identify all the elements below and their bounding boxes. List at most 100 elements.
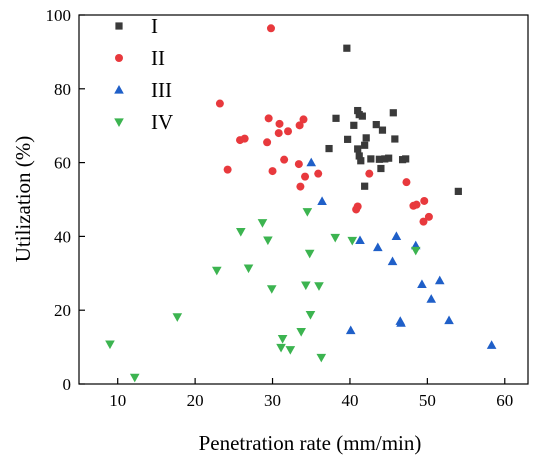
data-point	[305, 311, 316, 320]
data-point	[381, 155, 389, 163]
x-tick-label: 30	[264, 391, 281, 410]
data-point	[355, 152, 363, 160]
data-point	[268, 167, 277, 176]
x-tick-label: 60	[496, 391, 513, 410]
y-tick-label: 20	[54, 301, 71, 320]
data-point	[301, 281, 311, 291]
data-point	[410, 246, 421, 256]
data-point	[355, 235, 365, 245]
series-I	[325, 44, 462, 195]
data-point	[105, 340, 115, 350]
data-point	[263, 138, 272, 147]
legend-marker	[115, 54, 123, 62]
x-tick-label: 40	[341, 391, 358, 410]
data-point	[385, 154, 393, 162]
series-II	[215, 24, 433, 226]
data-point	[302, 208, 313, 217]
legend-marker	[114, 85, 124, 94]
data-point	[353, 202, 362, 211]
y-tick-label: 0	[63, 375, 72, 394]
x-axis: 10 20 30 40 50 60	[109, 378, 513, 410]
x-tick-label: 10	[109, 391, 126, 410]
data-point	[396, 318, 406, 327]
data-point	[454, 187, 462, 195]
data-point	[434, 275, 445, 285]
data-point	[365, 169, 374, 178]
legend-label: IV	[151, 110, 173, 134]
data-point	[299, 115, 308, 124]
data-point	[274, 129, 283, 138]
y-tick-label: 100	[46, 6, 72, 25]
data-point	[362, 134, 370, 142]
data-point	[266, 24, 275, 33]
data-point	[280, 155, 289, 164]
data-point	[330, 233, 341, 243]
data-point	[486, 340, 497, 349]
series-III	[306, 157, 497, 349]
data-point	[211, 266, 222, 276]
data-point	[358, 112, 366, 120]
data-point	[304, 249, 315, 259]
data-point	[223, 165, 232, 174]
data-point	[296, 328, 306, 337]
data-point	[417, 279, 427, 288]
data-point	[361, 141, 369, 149]
y-tick-label: 80	[54, 80, 71, 99]
data-point	[266, 285, 277, 294]
data-point	[314, 282, 324, 291]
legend-label: I	[151, 14, 158, 38]
data-point	[357, 157, 365, 165]
data-point	[235, 228, 246, 237]
data-point	[317, 196, 327, 205]
plot-frame	[78, 14, 529, 385]
data-point	[377, 164, 385, 173]
data-point	[419, 217, 428, 226]
data-point	[325, 144, 333, 153]
data-point	[172, 313, 183, 322]
data-point	[375, 155, 383, 163]
data-point	[285, 346, 296, 355]
data-point	[264, 114, 273, 123]
data-point	[240, 134, 249, 143]
data-point	[391, 231, 402, 240]
data-point	[389, 109, 397, 117]
data-point	[275, 119, 284, 128]
series-IV	[105, 208, 421, 383]
data-point	[412, 200, 421, 209]
data-points	[105, 24, 497, 383]
x-tick-label: 50	[419, 391, 436, 410]
data-point	[354, 145, 362, 153]
plot-border	[78, 14, 529, 385]
data-point	[372, 120, 380, 129]
data-point	[420, 196, 429, 205]
data-point	[344, 135, 352, 143]
y-tick-label: 40	[54, 227, 71, 246]
data-point	[284, 127, 293, 136]
data-point	[378, 126, 387, 134]
data-point	[257, 219, 268, 228]
data-point	[277, 335, 288, 344]
data-point	[367, 155, 375, 163]
data-point	[301, 172, 310, 181]
data-point	[424, 212, 433, 221]
data-point	[345, 325, 356, 335]
data-point	[402, 155, 410, 163]
data-point	[243, 264, 254, 274]
data-point	[426, 294, 437, 303]
y-axis: 0 20 40 60 80 100	[46, 6, 85, 394]
data-point	[350, 121, 358, 129]
data-point	[306, 157, 317, 167]
data-point	[387, 256, 398, 266]
data-point	[347, 236, 358, 246]
legend-label: II	[151, 46, 165, 70]
data-point	[444, 315, 454, 325]
data-point	[276, 343, 286, 353]
data-point	[343, 44, 351, 52]
data-point	[215, 99, 224, 108]
legend-marker	[114, 118, 124, 127]
legend-marker	[115, 22, 123, 30]
data-point	[263, 236, 273, 246]
data-point	[296, 182, 305, 191]
